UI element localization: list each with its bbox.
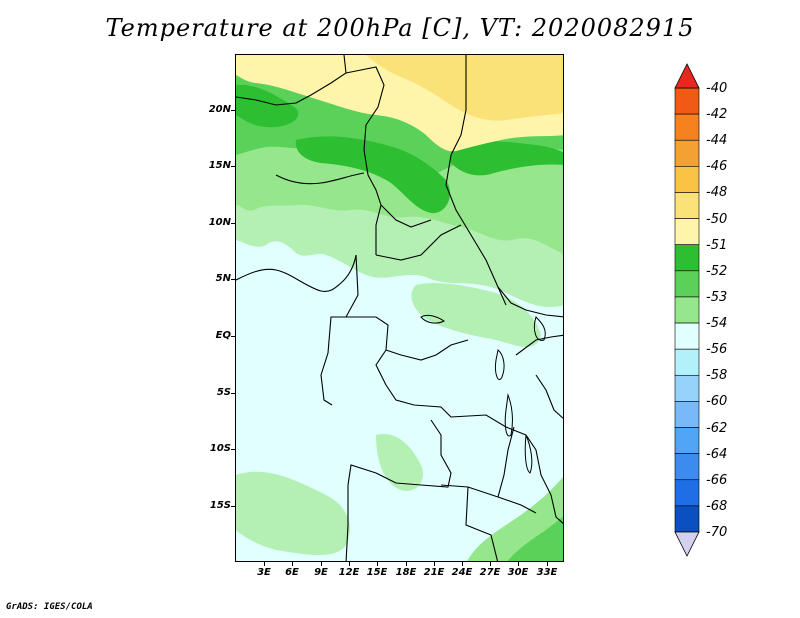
lakes <box>420 314 546 474</box>
legend-label: -56 <box>706 342 728 358</box>
colorbar-cell <box>674 270 700 298</box>
legend-label: -68 <box>706 498 728 514</box>
colorbar-cell <box>674 139 700 167</box>
shading-green-patch-central <box>295 136 451 214</box>
colorbar-cell <box>674 453 700 481</box>
lon-label-27e: 27E <box>479 567 501 578</box>
lat-label-10n: 10N <box>208 217 231 228</box>
map-panel <box>235 54 564 562</box>
lon-label-15e: 15E <box>366 567 388 578</box>
lat-label-15n: 15N <box>208 160 231 171</box>
lon-tick <box>490 562 491 566</box>
colorbar-cell <box>674 113 700 141</box>
shading-green-southeast-dark <box>507 516 563 561</box>
lon-label-18e: 18E <box>395 567 417 578</box>
country-borders <box>236 55 563 561</box>
legend-label: -40 <box>706 81 728 96</box>
lon-tick <box>321 562 322 566</box>
lon-tick <box>406 562 407 566</box>
colorbar <box>674 63 700 557</box>
colorbar-cell <box>674 427 700 454</box>
lat-label-5s: 5S <box>216 387 231 398</box>
lat-label-10s: 10S <box>209 443 231 454</box>
colorbar-cell <box>674 401 700 428</box>
colorbar-cell <box>674 244 700 272</box>
colorbar-cell <box>674 296 700 324</box>
lat-tick <box>231 336 235 337</box>
legend-label: -42 <box>706 107 728 123</box>
lon-tick <box>434 562 435 566</box>
lon-label-12e: 12E <box>338 567 360 578</box>
colorbar-cell <box>674 322 700 350</box>
colorbar-cell <box>674 374 700 402</box>
lat-tick <box>231 279 235 280</box>
lon-tick <box>462 562 463 566</box>
color-legend: -40 -42 -44 -46 -48 -50 -51 -52 -53 -54 -56 -58 -60 -… <box>673 62 793 562</box>
lon-tick <box>518 562 519 566</box>
colorbar-cell <box>674 192 700 219</box>
legend-label: -64 <box>706 446 728 462</box>
colorbar-bottom-arrow <box>674 531 700 557</box>
lon-tick <box>377 562 378 566</box>
colorbar-cell <box>674 348 700 376</box>
lat-tick <box>231 449 235 450</box>
legend-label: -54 <box>706 316 728 332</box>
lon-label-21e: 21E <box>423 567 445 578</box>
lat-tick <box>231 223 235 224</box>
legend-label: -46 <box>706 159 728 175</box>
temperature-map <box>236 55 563 561</box>
chart-title: Temperature at 200hPa [C], VT: 202008291… <box>105 14 695 42</box>
shading-48 <box>366 55 563 121</box>
legend-label: -70 <box>706 525 728 540</box>
shading-green-south-central <box>376 434 424 491</box>
lon-label-9e: 9E <box>314 567 328 578</box>
lon-label-3e: 3E <box>257 567 271 578</box>
lon-label-33e: 33E <box>536 567 558 578</box>
shading-green-patch-east <box>451 140 563 176</box>
lat-tick <box>231 110 235 111</box>
colorbar-cell <box>674 479 700 507</box>
colorbar-cell <box>674 87 700 115</box>
legend-label: -58 <box>706 368 728 384</box>
shading-green-southwest <box>236 471 350 555</box>
shading-green-patch-west <box>236 84 299 128</box>
legend-label: -50 <box>706 211 728 227</box>
lat-tick <box>231 506 235 507</box>
lat-tick <box>231 166 235 167</box>
lat-label-eq: EQ <box>215 330 231 341</box>
lat-label-15s: 15S <box>209 500 231 511</box>
lat-label-20n: 20N <box>208 104 231 115</box>
legend-label: -62 <box>706 420 728 436</box>
shading-green-east-central <box>411 282 541 347</box>
lon-label-24e: 24E <box>451 567 473 578</box>
legend-label: -53 <box>706 289 728 305</box>
legend-label: -52 <box>706 263 728 279</box>
lat-tick <box>231 393 235 394</box>
legend-label: -51 <box>706 237 728 253</box>
legend-label: -66 <box>706 472 728 488</box>
colorbar-cell <box>674 505 700 533</box>
legend-label: -44 <box>706 133 728 149</box>
lon-tick <box>264 562 265 566</box>
legend-label: -48 <box>706 185 728 201</box>
legend-label: -60 <box>706 394 728 410</box>
lon-label-6e: 6E <box>285 567 299 578</box>
colorbar-cell <box>674 218 700 246</box>
lon-tick <box>349 562 350 566</box>
credit-text: GrADS: IGES/COLA <box>6 602 93 612</box>
colorbar-top-arrow <box>674 63 700 89</box>
lon-tick <box>547 562 548 566</box>
lat-label-5n: 5N <box>215 273 231 284</box>
colorbar-cell <box>674 166 700 193</box>
lon-label-30e: 30E <box>507 567 529 578</box>
lon-tick <box>292 562 293 566</box>
